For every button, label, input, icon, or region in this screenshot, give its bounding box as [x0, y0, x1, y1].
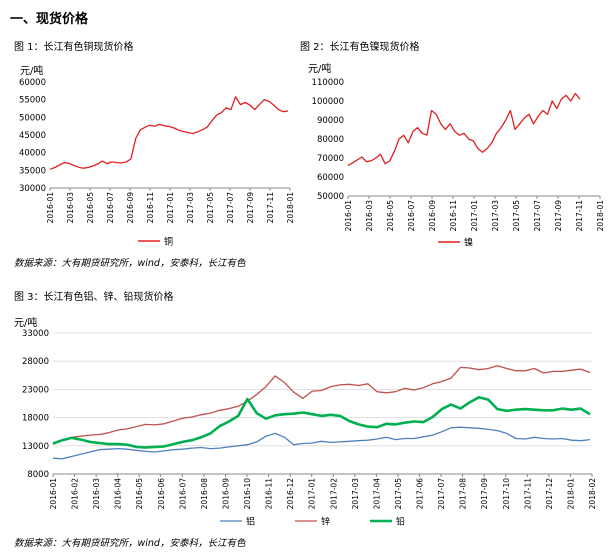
y-tick-label: 18000	[22, 414, 49, 424]
x-tick-label: 2016-09	[428, 200, 437, 232]
figure1-caption: 图 1：长江有色铜现货价格	[14, 42, 134, 53]
x-tick-label: 2017-03	[491, 200, 500, 232]
x-tick-label: 2017-09	[480, 478, 489, 510]
y-tick-label: 30000	[19, 184, 46, 194]
nickel-price-chart: 元/吨 50000 60000 70000 80000 90000 100000 110000…	[308, 62, 605, 249]
x-tick-label: 2017-12	[545, 478, 554, 510]
x-tick-label: 2017-03	[351, 478, 360, 510]
x-tick-label: 2017-05	[206, 192, 215, 224]
x-tick-label: 2016-09	[221, 478, 230, 510]
copper-price-chart: 元/吨 30000 35000 40000 45000 50000 55000 60000 20…	[19, 64, 295, 248]
y-tick-label: 60000	[19, 78, 46, 88]
unit-label: 元/吨	[14, 316, 37, 329]
x-tick-label: 2018-02	[588, 478, 597, 510]
x-tick-label: 2017-11	[266, 192, 275, 224]
y-tick-label: 60000	[317, 173, 344, 183]
y-tick-label: 50000	[19, 113, 46, 123]
y-tick-label: 45000	[19, 131, 46, 141]
x-tick-label: 2016-09	[126, 192, 135, 224]
x-tick-label: 2017-01	[166, 192, 175, 224]
x-tick-label: 2016-03	[92, 478, 101, 510]
x-tick-label: 2016-05	[135, 478, 144, 510]
figure3-caption: 图 3：长江有色铝、锌、铅现货价格	[14, 292, 174, 303]
x-tick-label: 2016-06	[157, 478, 166, 510]
x-tick-label: 2017-09	[554, 200, 563, 232]
x-tick-label: 2017-05	[394, 478, 403, 510]
x-tick-label: 2017-01	[308, 478, 317, 510]
x-tick-label: 2016-05	[86, 192, 95, 224]
x-tick-label: 2017-09	[246, 192, 255, 224]
x-tick-label: 2016-08	[200, 478, 209, 510]
y-tick-label: 50000	[317, 192, 344, 202]
x-tick-label: 2016-04	[114, 478, 123, 510]
x-tick-label: 2016-11	[265, 478, 274, 510]
source-note-top: 数据来源：大有期货研究所，wind，安泰科，长江有色	[14, 258, 246, 269]
y-tick-label: 55000	[19, 96, 46, 106]
y-tick-label: 28000	[22, 357, 49, 367]
y-tick-label: 33000	[22, 329, 49, 339]
x-tick-label: 2016-07	[407, 200, 416, 232]
x-tick-label: 2017-05	[512, 200, 521, 232]
figure2-caption: 图 2：长江有色镍现货价格	[300, 42, 420, 53]
x-tick-label: 2016-03	[365, 200, 374, 232]
series-line-3	[52, 396, 591, 449]
legend-label-1: 镍	[464, 237, 473, 249]
x-tick-label: 2017-07	[533, 200, 542, 232]
x-tick-label: 2016-05	[386, 200, 395, 232]
x-tick-label: 2017-11	[575, 200, 584, 232]
x-tick-label: 2017-08	[459, 478, 468, 510]
x-tick-label: 2017-07	[437, 478, 446, 510]
y-tick-label: 110000	[312, 78, 344, 88]
legend-label-3: 铅	[396, 516, 405, 528]
x-tick-label: 2017-10	[502, 478, 511, 510]
legend-label-1: 铝	[246, 516, 255, 528]
x-tick-label: 2017-03	[186, 192, 195, 224]
y-tick-label: 13000	[22, 442, 49, 452]
y-tick-label: 80000	[317, 135, 344, 145]
series-line-2	[52, 365, 591, 445]
legend-label-1: 铜	[164, 236, 173, 248]
x-tick-label: 2017-01	[470, 200, 479, 232]
x-tick-label: 2016-03	[66, 192, 75, 224]
aluminum-zinc-lead-price-chart: 元/吨 8000 13000 18000 23000 28000 33000 2016-01 2…	[14, 316, 597, 528]
y-tick-label: 35000	[19, 166, 46, 176]
x-tick-label: 2017-02	[329, 478, 338, 510]
y-tick-label: 40000	[19, 149, 46, 159]
x-tick-label: 2017-07	[226, 192, 235, 224]
y-tick-label: 100000	[312, 97, 344, 107]
x-tick-label: 2016-07	[178, 478, 187, 510]
legend-label-2: 锌	[321, 516, 330, 528]
x-tick-label: 2017-06	[416, 478, 425, 510]
section-title: 一、现货价格	[10, 12, 89, 27]
y-tick-label: 23000	[22, 385, 49, 395]
x-tick-label: 2017-04	[372, 478, 381, 510]
x-tick-label: 2016-01	[344, 200, 353, 232]
unit-label: 元/吨	[20, 64, 43, 77]
x-tick-label: 2018-01	[596, 200, 605, 232]
x-tick-label: 2016-01	[49, 478, 58, 510]
x-tick-label: 2016-11	[146, 192, 155, 224]
x-tick-label: 2016-01	[46, 192, 55, 224]
series-line-1	[49, 96, 289, 170]
x-tick-label: 2016-12	[286, 478, 295, 510]
source-note-bottom: 数据来源：大有期货研究所，wind，安泰科，长江有色	[14, 538, 246, 549]
y-tick-label: 8000	[27, 470, 49, 480]
x-tick-label: 2018-01	[566, 478, 575, 510]
y-tick-label: 90000	[317, 116, 344, 126]
x-tick-label: 2016-11	[449, 200, 458, 232]
y-tick-label: 70000	[317, 154, 344, 164]
unit-label: 元/吨	[308, 62, 331, 75]
x-tick-label: 2018-01	[286, 192, 295, 224]
x-tick-label: 2017-11	[523, 478, 532, 510]
x-tick-label: 2016-02	[71, 478, 80, 510]
series-line-1	[347, 92, 581, 167]
x-tick-label: 2016-10	[243, 478, 252, 510]
x-tick-label: 2016-07	[106, 192, 115, 224]
series-line-1	[52, 426, 591, 460]
